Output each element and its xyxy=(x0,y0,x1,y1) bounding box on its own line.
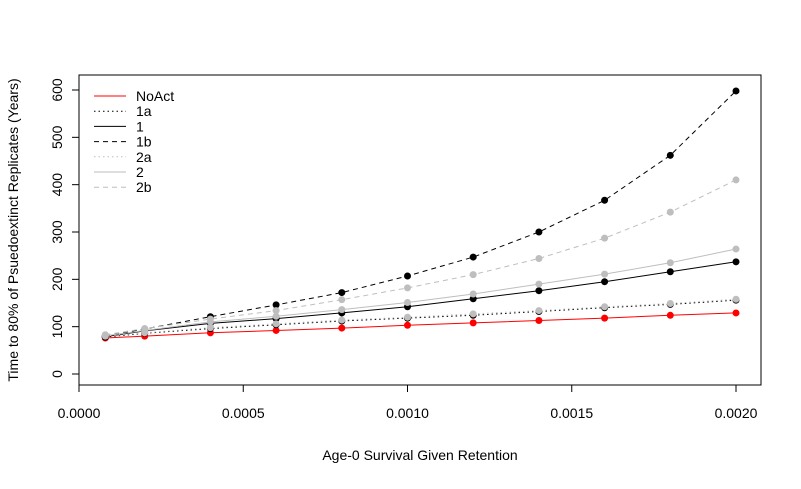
y-tick-label: 0 xyxy=(49,370,65,378)
data-point xyxy=(732,87,740,95)
series-line xyxy=(105,299,737,338)
data-point xyxy=(732,245,740,253)
data-point xyxy=(404,321,411,329)
series-line xyxy=(105,90,737,337)
legend-label-NoAct: NoAct xyxy=(136,88,174,104)
data-point xyxy=(601,303,609,311)
x-axis-label: Age-0 Survival Given Retention xyxy=(322,447,517,463)
data-point xyxy=(666,208,674,216)
data-point xyxy=(404,284,411,292)
data-point xyxy=(272,326,280,334)
data-point xyxy=(666,268,674,276)
data-point xyxy=(338,306,346,314)
legend-label-2: 2 xyxy=(136,164,144,180)
data-point xyxy=(272,312,280,320)
legend-label-1b: 1b xyxy=(136,134,152,150)
series-line xyxy=(105,179,737,336)
legend-label-1a: 1a xyxy=(136,103,152,119)
data-point xyxy=(732,176,740,184)
data-point xyxy=(535,317,543,325)
data-point xyxy=(272,307,280,315)
data-point xyxy=(601,234,609,242)
data-point xyxy=(666,299,674,307)
y-axis: 0 100 200 300 400 500 600 xyxy=(49,78,80,378)
y-axis-label: Time to 80% of Psuedoextinct Replicates … xyxy=(5,78,21,381)
series-NoAct xyxy=(101,309,740,342)
data-point xyxy=(535,228,543,236)
data-point xyxy=(535,307,543,315)
data-point xyxy=(206,324,214,332)
series-2 xyxy=(101,245,740,340)
data-point xyxy=(469,271,477,279)
data-point xyxy=(469,310,477,318)
y-tick-label: 500 xyxy=(49,125,65,149)
legend-label-2b: 2b xyxy=(136,179,152,195)
series-1b xyxy=(101,87,740,340)
data-point xyxy=(272,320,280,328)
data-point xyxy=(535,287,543,295)
data-point xyxy=(338,289,346,297)
data-point xyxy=(141,325,149,333)
data-point xyxy=(601,196,609,204)
series-1 xyxy=(101,258,740,341)
data-point xyxy=(732,295,740,303)
data-point xyxy=(404,313,411,321)
data-point xyxy=(338,324,346,332)
data-point xyxy=(469,253,477,261)
y-tick-label: 400 xyxy=(49,173,65,197)
data-point xyxy=(666,151,674,159)
legend-label-1: 1 xyxy=(136,118,144,134)
x-tick-label: 0.0010 xyxy=(386,405,429,421)
x-tick-label: 0.0015 xyxy=(550,405,593,421)
y-tick-label: 600 xyxy=(49,78,65,102)
data-point xyxy=(404,299,411,307)
data-point xyxy=(666,259,674,267)
y-tick-label: 100 xyxy=(49,315,65,339)
data-point xyxy=(601,270,609,278)
data-point xyxy=(338,296,346,304)
series-2b xyxy=(101,176,740,339)
x-tick-label: 0.0005 xyxy=(222,405,265,421)
x-tick-label: 0.0000 xyxy=(58,405,101,421)
y-tick-label: 300 xyxy=(49,220,65,244)
series-line xyxy=(105,248,737,337)
data-point xyxy=(206,315,214,323)
data-point xyxy=(535,255,543,263)
series-layer xyxy=(101,87,740,342)
y-tick-label: 200 xyxy=(49,267,65,291)
x-tick-label: 0.0020 xyxy=(715,405,758,421)
data-point xyxy=(601,278,609,286)
data-point xyxy=(404,272,411,280)
data-point xyxy=(469,290,477,298)
data-point xyxy=(732,258,740,266)
data-point xyxy=(666,311,674,319)
x-axis: 0.0000 0.0005 0.0010 0.0015 0.0020 xyxy=(58,384,758,421)
data-point xyxy=(469,319,477,327)
data-point xyxy=(101,331,109,339)
data-point xyxy=(601,314,609,322)
data-point xyxy=(732,309,740,317)
data-point xyxy=(272,301,280,309)
plot-frame xyxy=(78,74,762,386)
series-line xyxy=(105,261,737,338)
legend-label-2a: 2a xyxy=(136,149,152,165)
data-point xyxy=(535,280,543,288)
data-point xyxy=(338,316,346,324)
